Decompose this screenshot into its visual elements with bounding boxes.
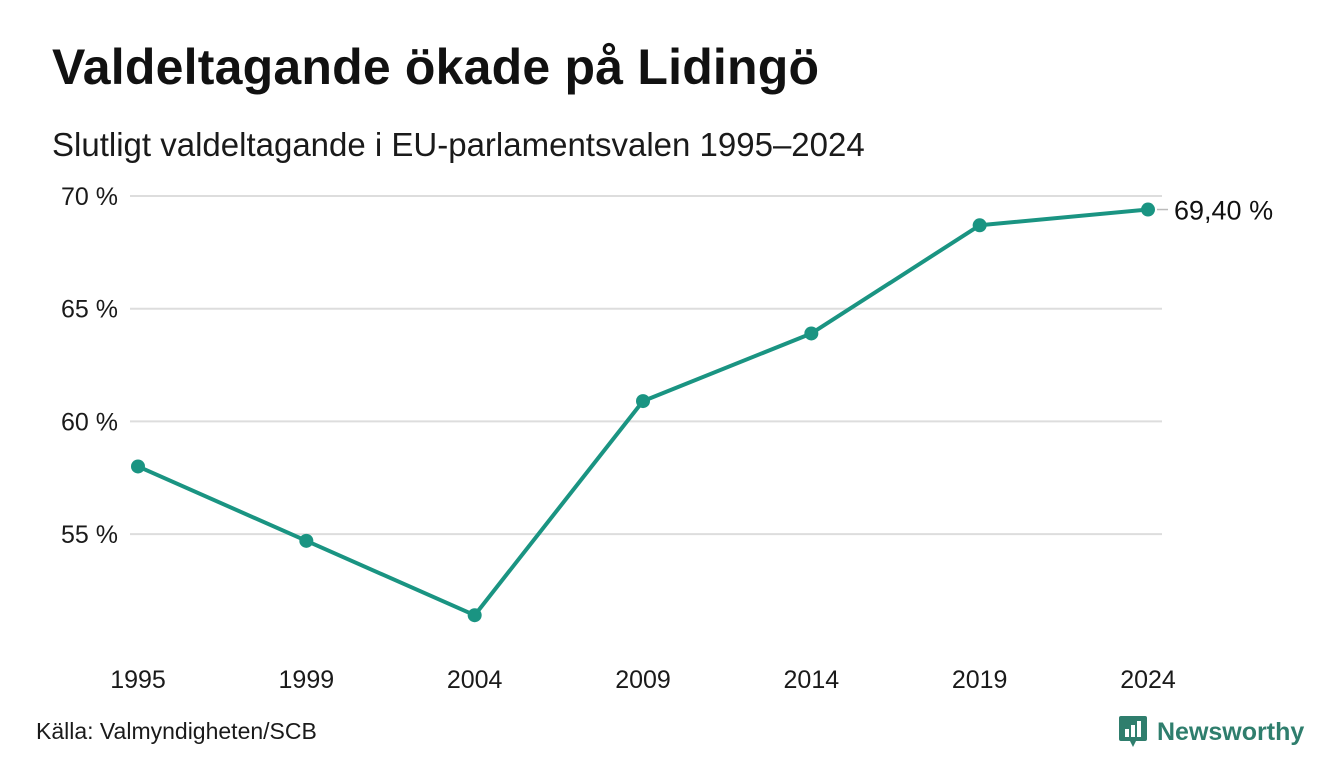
end-value-label: 69,40 % (1174, 196, 1273, 226)
source-note: Källa: Valmyndigheten/SCB (36, 718, 317, 744)
x-tick-label: 2014 (784, 666, 840, 694)
series-layer (131, 202, 1155, 623)
series-line (136, 207, 1150, 618)
x-tick-label: 1999 (279, 666, 335, 694)
x-tick-label: 1995 (110, 666, 166, 694)
data-point (1141, 202, 1155, 217)
x-tick-label: 2004 (447, 666, 503, 694)
x-axis-ticks: 1995 1999 2004 2009 2014 2019 2024 (110, 666, 1176, 694)
y-axis-ticks: 55 % 60 % 65 % 70 % (61, 183, 118, 549)
data-point (804, 326, 819, 341)
y-tick-label: 70 % (61, 183, 118, 211)
grid-lines (130, 195, 1162, 536)
x-tick-label: 2024 (1120, 666, 1176, 694)
brand-name: Newsworthy (1157, 717, 1305, 746)
y-tick-label: 65 % (61, 296, 118, 324)
brand-logo[interactable]: Newsworthy (1118, 712, 1304, 752)
data-point (467, 608, 482, 623)
annotation-layer: 69,40 % (1157, 196, 1273, 226)
data-point (131, 459, 145, 474)
newsworthy-logo-icon (1119, 716, 1147, 747)
x-tick-label: 2009 (615, 666, 671, 694)
y-tick-label: 60 % (61, 408, 118, 436)
x-tick-label: 2019 (952, 666, 1008, 694)
chart-subtitle: Slutligt valdeltagande i EU-parlamentsva… (52, 126, 865, 163)
chart-title: Valdeltagande ökade på Lidingö (52, 39, 820, 95)
data-point (299, 533, 314, 548)
y-tick-label: 55 % (61, 521, 118, 549)
data-point (636, 394, 650, 409)
data-point (972, 218, 987, 233)
